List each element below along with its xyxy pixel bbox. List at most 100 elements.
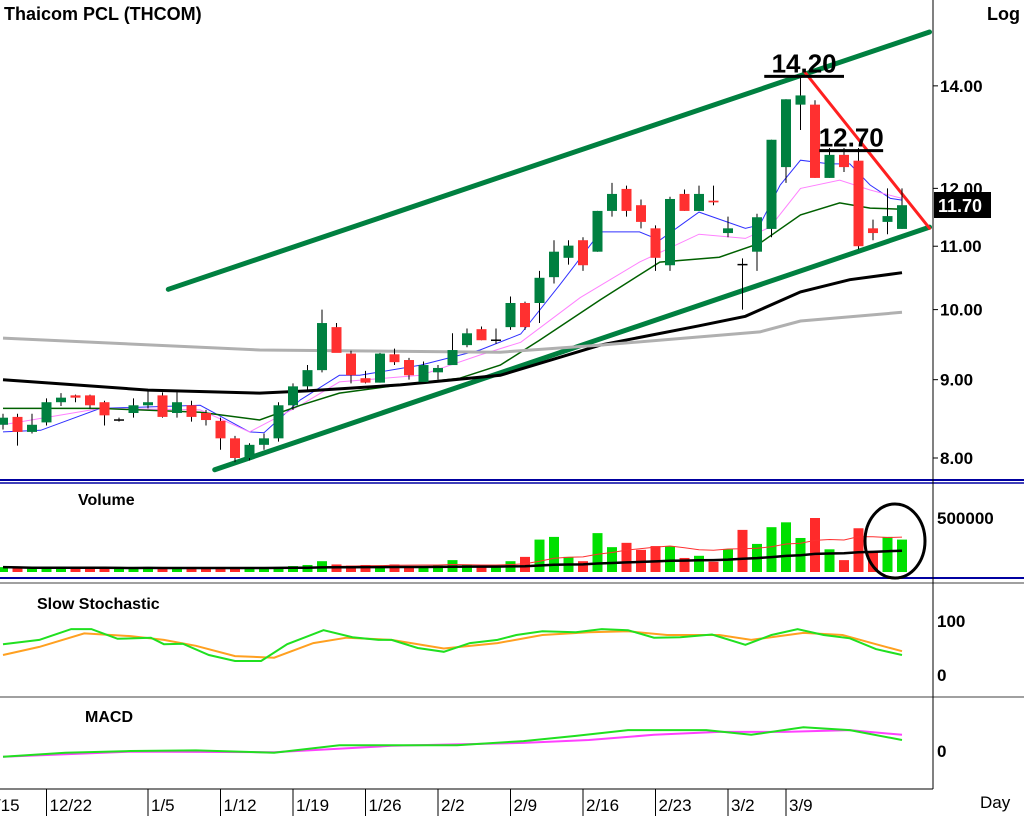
volume-bar — [839, 560, 849, 572]
volume-bar — [491, 565, 501, 572]
candle-up — [607, 193, 617, 211]
candle-down — [186, 405, 197, 417]
volume-bar — [143, 567, 153, 572]
volume-bar — [621, 542, 632, 572]
date-tick-label: 12/15 — [0, 796, 20, 815]
candle-up — [143, 402, 153, 406]
candle-down — [708, 200, 719, 203]
volume-average-line — [2, 549, 903, 570]
candle-down — [810, 104, 820, 178]
stochastic-lines — [2, 628, 903, 662]
volume-bar — [259, 567, 269, 572]
moving-average-line — [2, 179, 903, 433]
candle-down — [70, 395, 81, 398]
price-tick-label: 9.00 — [940, 371, 973, 390]
volume-bar — [549, 536, 559, 572]
volume-bar — [810, 518, 820, 572]
volume-bar — [665, 546, 675, 572]
volume-bar — [679, 557, 690, 572]
last-price-badge — [934, 192, 991, 218]
candle-up — [694, 193, 704, 211]
volume-bar — [462, 564, 472, 572]
date-tick-label: 2/16 — [586, 796, 619, 815]
macd-lines — [2, 726, 903, 758]
candle-down — [520, 302, 530, 328]
volume-bar — [694, 555, 704, 572]
volume-bar — [157, 568, 168, 572]
price-tick-label: 11.00 — [940, 237, 982, 256]
volume-bar — [0, 567, 8, 572]
volume-title: Volume — [78, 492, 135, 509]
annotation-label: 12.70 — [819, 123, 884, 153]
volume-bar — [360, 564, 371, 572]
volume-bar — [41, 567, 52, 572]
volume-bar — [56, 567, 66, 572]
scale-label: Log — [987, 4, 1020, 24]
candle-down — [85, 395, 95, 406]
stochastic-tick-label: 0 — [937, 666, 946, 685]
candle-up — [766, 139, 777, 229]
candle-up — [128, 405, 139, 414]
candle-up — [824, 154, 835, 178]
volume-bar — [737, 529, 748, 572]
volume-bar — [230, 567, 240, 572]
volume-bars — [0, 518, 907, 572]
date-tick-label: 3/9 — [789, 796, 813, 815]
volume-bar — [114, 568, 124, 572]
candle-down — [12, 416, 23, 432]
candle-up — [592, 210, 603, 252]
price-tick-label: 8.00 — [940, 449, 973, 468]
candle-down — [578, 240, 588, 266]
candle-up — [505, 302, 516, 328]
volume-bar — [534, 539, 545, 572]
date-tick-label: 2/2 — [441, 796, 465, 815]
volume-bar — [186, 567, 197, 572]
volume-bar — [868, 550, 878, 572]
candle-up — [723, 228, 733, 234]
candle-down — [636, 205, 646, 222]
date-tick-label: 1/12 — [224, 796, 257, 815]
moving-average-line — [2, 271, 903, 395]
last-price-label: 11.70 — [938, 196, 982, 216]
candle-down — [389, 354, 400, 363]
volume-bar — [520, 556, 530, 572]
candle-up — [752, 217, 762, 252]
macd-tick-label: 0 — [937, 742, 946, 761]
date-tick-label: 3/2 — [731, 796, 755, 815]
volume-bar — [650, 546, 661, 572]
candle-down — [853, 160, 864, 247]
candle-down — [99, 402, 110, 416]
axis-ticks: 14.0012.0011.0010.009.008.0012/1512/221/… — [0, 77, 994, 816]
candle-up — [563, 245, 574, 258]
candle-up — [56, 397, 66, 403]
volume-bar — [853, 528, 864, 572]
x-axis-label: Day — [980, 793, 1011, 812]
volume-bar — [70, 568, 81, 572]
volume-bar — [12, 567, 23, 572]
volume-bar — [781, 522, 791, 572]
volume-bar — [85, 567, 95, 572]
candle-up — [534, 277, 545, 303]
candle-up — [549, 251, 559, 278]
date-tick-label: 2/9 — [514, 796, 538, 815]
candle-up — [41, 402, 52, 423]
date-tick-label: 1/19 — [296, 796, 329, 815]
stochastic-tick-label: 100 — [937, 612, 965, 631]
candle-down — [346, 353, 356, 376]
candle-down — [650, 228, 661, 258]
upper-channel-trendline — [165, 29, 933, 292]
volume-bar — [476, 566, 487, 572]
volume-bar — [824, 549, 835, 572]
candle-up — [665, 198, 675, 266]
candle-up — [882, 216, 893, 222]
volume-tick-label: 500000 — [937, 509, 994, 528]
price-annotations: 14.20 12.70 — [764, 48, 884, 153]
volume-bar — [172, 568, 182, 572]
annotation-label: 14.20 — [772, 48, 837, 78]
volume-bar — [244, 568, 255, 572]
moving-average-line — [2, 310, 903, 354]
price-tick-label: 14.00 — [940, 77, 983, 96]
candle-down — [868, 228, 878, 234]
candle-down — [331, 327, 342, 353]
